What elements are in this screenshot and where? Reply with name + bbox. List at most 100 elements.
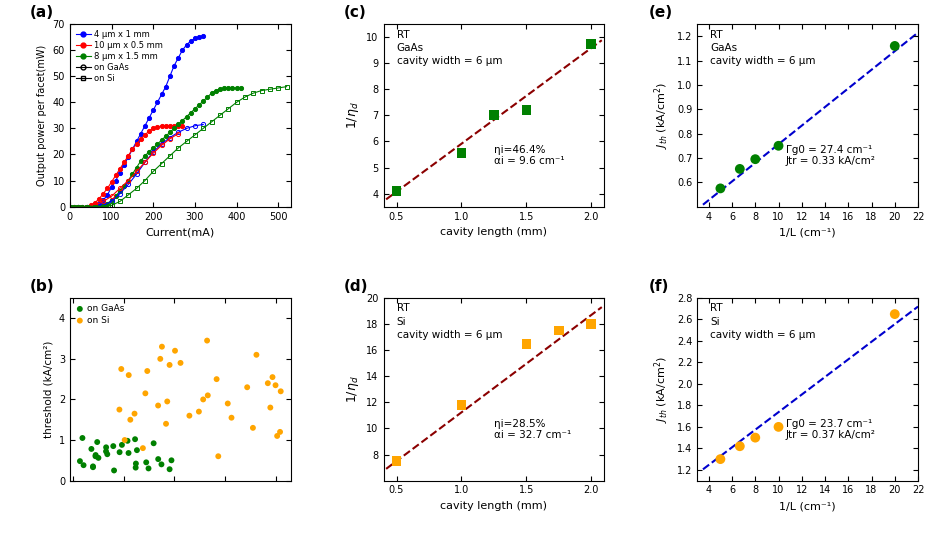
on Si bbox=[273, 387, 288, 396]
on Si bbox=[121, 371, 136, 379]
Point bbox=[389, 187, 404, 195]
X-axis label: cavity length (mm): cavity length (mm) bbox=[441, 501, 547, 511]
on Si bbox=[123, 415, 138, 424]
on GaAs bbox=[89, 438, 104, 446]
Point bbox=[733, 442, 747, 451]
X-axis label: Current(mA): Current(mA) bbox=[145, 227, 215, 237]
on Si bbox=[162, 360, 177, 369]
on GaAs bbox=[154, 460, 169, 469]
Point bbox=[487, 111, 501, 120]
on Si bbox=[272, 428, 287, 436]
on GaAs bbox=[146, 439, 161, 447]
on Si bbox=[211, 452, 226, 460]
Text: RT
Si
cavity width = 6 μm: RT Si cavity width = 6 μm bbox=[397, 303, 502, 340]
Y-axis label: Output power per facet(mW): Output power per facet(mW) bbox=[37, 45, 48, 186]
Text: RT
GaAs
cavity width = 6 μm: RT GaAs cavity width = 6 μm bbox=[710, 29, 816, 66]
on GaAs bbox=[162, 465, 177, 474]
on GaAs bbox=[120, 437, 135, 445]
Point bbox=[887, 42, 902, 50]
Text: (b): (b) bbox=[30, 279, 55, 294]
Text: RT
Si
cavity width = 6 μm: RT Si cavity width = 6 μm bbox=[710, 303, 816, 340]
on Si bbox=[159, 397, 174, 406]
on GaAs bbox=[84, 445, 99, 453]
Point bbox=[454, 400, 469, 409]
Text: Γg0 = 23.7 cm⁻¹
Jtr = 0.37 kA/cm²: Γg0 = 23.7 cm⁻¹ Jtr = 0.37 kA/cm² bbox=[786, 419, 875, 441]
on GaAs bbox=[130, 446, 144, 454]
Text: (c): (c) bbox=[344, 5, 366, 20]
Text: (a): (a) bbox=[30, 5, 54, 20]
X-axis label: 1/L (cm⁻¹): 1/L (cm⁻¹) bbox=[779, 227, 836, 237]
on GaAs bbox=[88, 452, 103, 460]
Point bbox=[454, 149, 469, 158]
Y-axis label: $J_{th}$ (kA/cm$^2$): $J_{th}$ (kA/cm$^2$) bbox=[652, 356, 671, 423]
on Si bbox=[240, 383, 254, 391]
Point bbox=[771, 142, 786, 150]
Point bbox=[519, 340, 534, 348]
on Si bbox=[263, 403, 278, 412]
on Si bbox=[112, 405, 127, 414]
on Si bbox=[209, 375, 224, 383]
Text: (f): (f) bbox=[649, 279, 669, 294]
Legend: on GaAs, on Si: on GaAs, on Si bbox=[75, 302, 126, 327]
on Si bbox=[173, 359, 188, 367]
on Si bbox=[158, 420, 173, 428]
on Si bbox=[268, 381, 283, 389]
Point bbox=[552, 326, 567, 335]
on GaAs bbox=[106, 442, 121, 450]
Point bbox=[389, 457, 404, 465]
Text: (e): (e) bbox=[649, 5, 673, 20]
on GaAs bbox=[86, 462, 101, 470]
on GaAs bbox=[129, 464, 144, 472]
Point bbox=[713, 184, 728, 193]
on GaAs bbox=[129, 459, 144, 468]
Y-axis label: $J_{th}$ (kA/cm$^2$): $J_{th}$ (kA/cm$^2$) bbox=[652, 82, 671, 149]
Y-axis label: threshold (kA/cm²): threshold (kA/cm²) bbox=[43, 341, 53, 438]
on Si bbox=[245, 423, 260, 432]
on GaAs bbox=[141, 464, 156, 473]
on GaAs bbox=[99, 443, 114, 452]
on Si bbox=[114, 365, 129, 373]
on Si bbox=[224, 413, 239, 422]
Point bbox=[713, 455, 728, 464]
Text: Γg0 = 27.4 cm⁻¹
Jtr = 0.33 kA/cm²: Γg0 = 27.4 cm⁻¹ Jtr = 0.33 kA/cm² bbox=[786, 145, 875, 167]
on Si bbox=[265, 373, 280, 381]
Text: RT
GaAs
cavity width = 6 μm: RT GaAs cavity width = 6 μm bbox=[397, 29, 502, 66]
on Si bbox=[127, 410, 142, 418]
on GaAs bbox=[100, 450, 115, 459]
on Si bbox=[182, 411, 197, 420]
Y-axis label: $1/\eta_d$: $1/\eta_d$ bbox=[345, 375, 361, 403]
on GaAs bbox=[164, 456, 179, 465]
Point bbox=[733, 164, 747, 173]
on GaAs bbox=[99, 447, 114, 456]
on GaAs bbox=[115, 441, 130, 449]
Legend: 4 μm x 1 mm, 10 μm x 0.5 mm, 8 μm x 1.5 mm, on GaAs, on Si: 4 μm x 1 mm, 10 μm x 0.5 mm, 8 μm x 1.5 … bbox=[74, 28, 165, 85]
on Si bbox=[135, 444, 150, 452]
on GaAs bbox=[151, 455, 166, 464]
on Si bbox=[155, 342, 170, 351]
Point bbox=[887, 310, 902, 318]
on GaAs bbox=[89, 451, 103, 459]
Point bbox=[584, 40, 599, 48]
on Si bbox=[117, 436, 132, 444]
on GaAs bbox=[73, 457, 88, 466]
on Si bbox=[249, 350, 264, 359]
on GaAs bbox=[112, 448, 127, 457]
on GaAs bbox=[76, 461, 91, 469]
on GaAs bbox=[86, 463, 101, 472]
Point bbox=[747, 155, 762, 163]
on GaAs bbox=[121, 449, 136, 457]
on Si bbox=[260, 379, 275, 388]
Point bbox=[747, 434, 762, 442]
on GaAs bbox=[75, 434, 89, 442]
on GaAs bbox=[128, 435, 143, 443]
Text: (d): (d) bbox=[344, 279, 368, 294]
on Si bbox=[151, 401, 166, 410]
on GaAs bbox=[139, 458, 154, 467]
Text: ηi=46.4%
αi = 9.6 cm⁻¹: ηi=46.4% αi = 9.6 cm⁻¹ bbox=[494, 145, 565, 167]
Text: ηi=28.5%
αi = 32.7 cm⁻¹: ηi=28.5% αi = 32.7 cm⁻¹ bbox=[494, 419, 571, 441]
X-axis label: 1/L (cm⁻¹): 1/L (cm⁻¹) bbox=[779, 501, 836, 511]
on Si bbox=[138, 389, 153, 398]
Point bbox=[584, 320, 599, 328]
X-axis label: cavity length (mm): cavity length (mm) bbox=[441, 227, 547, 237]
on Si bbox=[168, 347, 183, 355]
